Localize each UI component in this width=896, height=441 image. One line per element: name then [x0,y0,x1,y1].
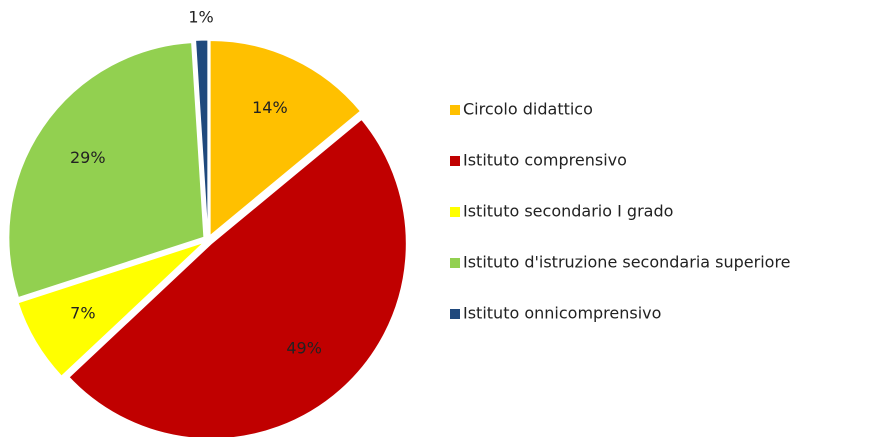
legend-label: Istituto secondario I grado [463,202,673,221]
legend-swatch [450,309,460,319]
data-label: 49% [286,339,322,358]
legend-label: Istituto comprensivo [463,151,627,170]
legend-label: Istituto d'istruzione secondaria superio… [463,253,791,272]
pie-slice [68,118,407,440]
pie-slice [209,39,362,237]
legend-swatch [450,105,460,115]
pie-slice [17,242,205,377]
legend-swatch [450,207,460,217]
data-label: 29% [70,148,106,167]
legend-swatch [450,258,460,268]
pie-slice [8,42,205,299]
legend-swatch [450,156,460,166]
data-label: 7% [70,304,95,323]
data-label: 1% [188,8,213,27]
data-label: 14% [252,98,288,117]
pie-slice [195,39,209,236]
legend-label: Istituto onnicomprensivo [463,304,661,323]
legend-label: Circolo didattico [463,100,593,119]
